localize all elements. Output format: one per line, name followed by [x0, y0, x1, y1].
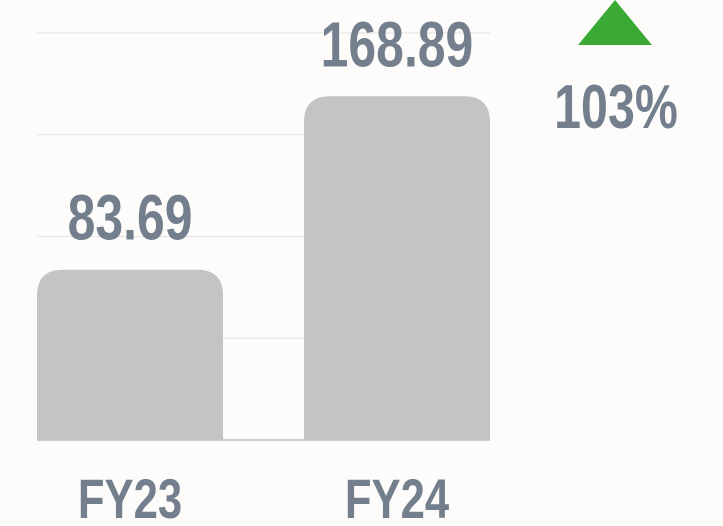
value-label: 168.89 [321, 9, 474, 80]
value-label: 83.69 [68, 183, 193, 254]
change-label: 103% [554, 72, 678, 141]
bar [37, 269, 223, 440]
up-arrow [578, 0, 652, 45]
bar [304, 96, 490, 441]
x-tick-label: FY23 [78, 468, 182, 526]
x-tick-label: FY24 [345, 468, 449, 526]
